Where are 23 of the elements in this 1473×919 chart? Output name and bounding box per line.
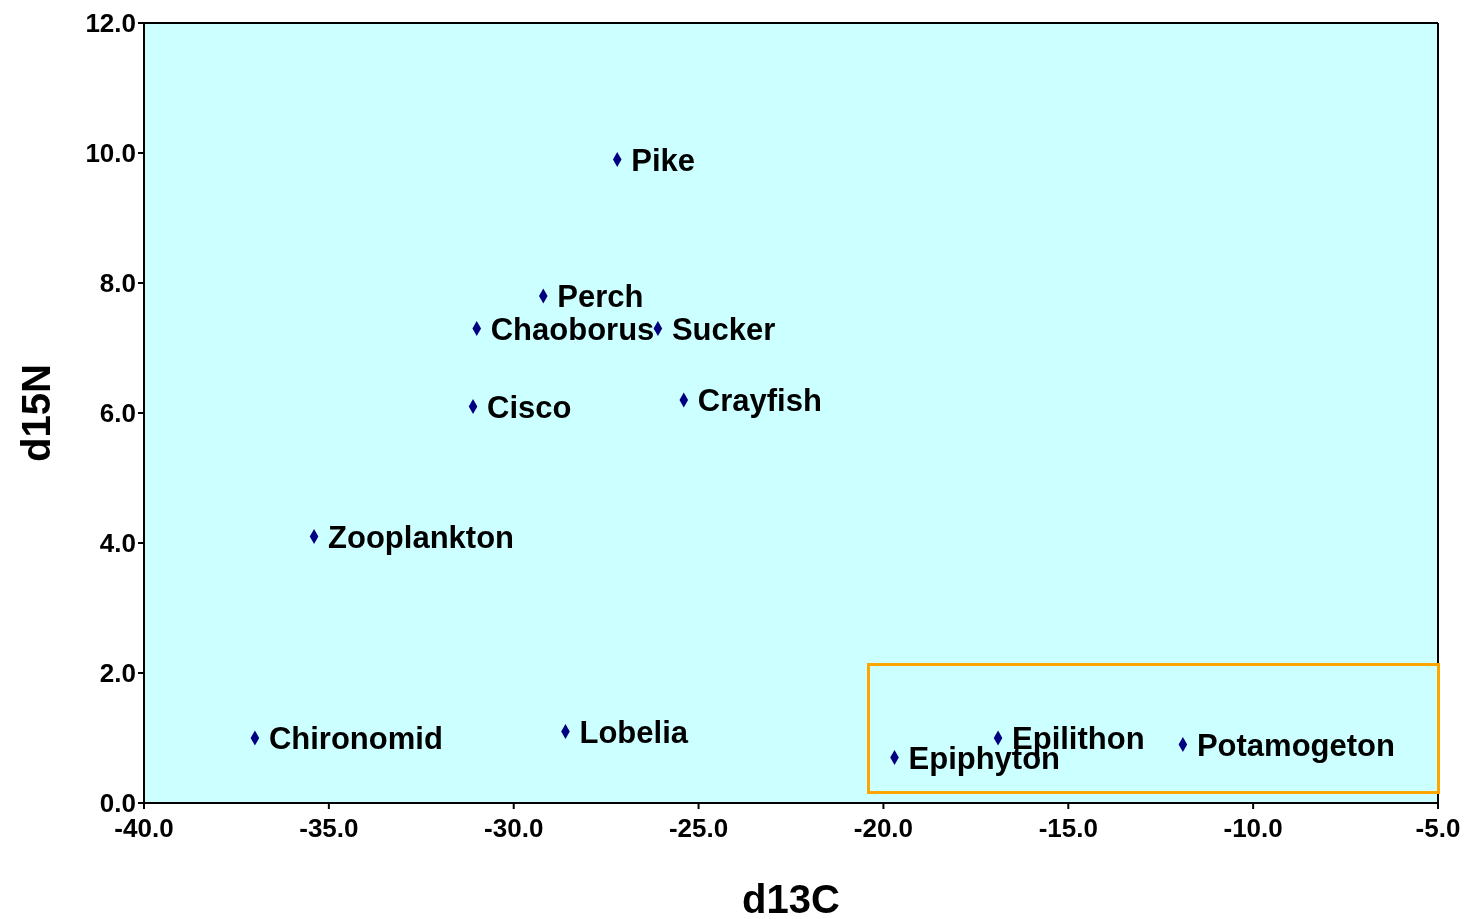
annotation: Potamogeton (1196, 727, 1395, 763)
y-tick-label: 8.0 (99, 268, 136, 299)
y-tick-label: 6.0 (99, 398, 136, 429)
annotation: Crayfish (697, 383, 822, 419)
x-tick-label: -15.0 (1038, 813, 1098, 844)
x-tick-label: -25.0 (668, 813, 729, 844)
x-tick-label: -5.0 (1415, 813, 1461, 844)
annotation: Pike (631, 142, 696, 178)
y-tick-label: 10.0 (85, 138, 136, 169)
x-tick-label: -30.0 (484, 813, 544, 844)
annotation: Cisco (487, 389, 572, 425)
x-axis-title: d13C (742, 877, 840, 919)
y-axis-title: d15N (14, 364, 59, 462)
x-tick-label: -20.0 (853, 813, 914, 844)
y-tick-label: 12.0 (85, 8, 136, 39)
x-tick-label: -10.0 (1223, 813, 1283, 844)
y-tick-label: 4.0 (99, 528, 136, 559)
annotation: Zooplankton (328, 519, 515, 555)
annotation: Chironomid (268, 721, 443, 757)
annotation: Lobelia (579, 714, 689, 750)
annotation: Sucker (671, 311, 776, 347)
y-tick-label: 2.0 (99, 658, 136, 689)
x-tick-label: -35.0 (299, 813, 359, 844)
